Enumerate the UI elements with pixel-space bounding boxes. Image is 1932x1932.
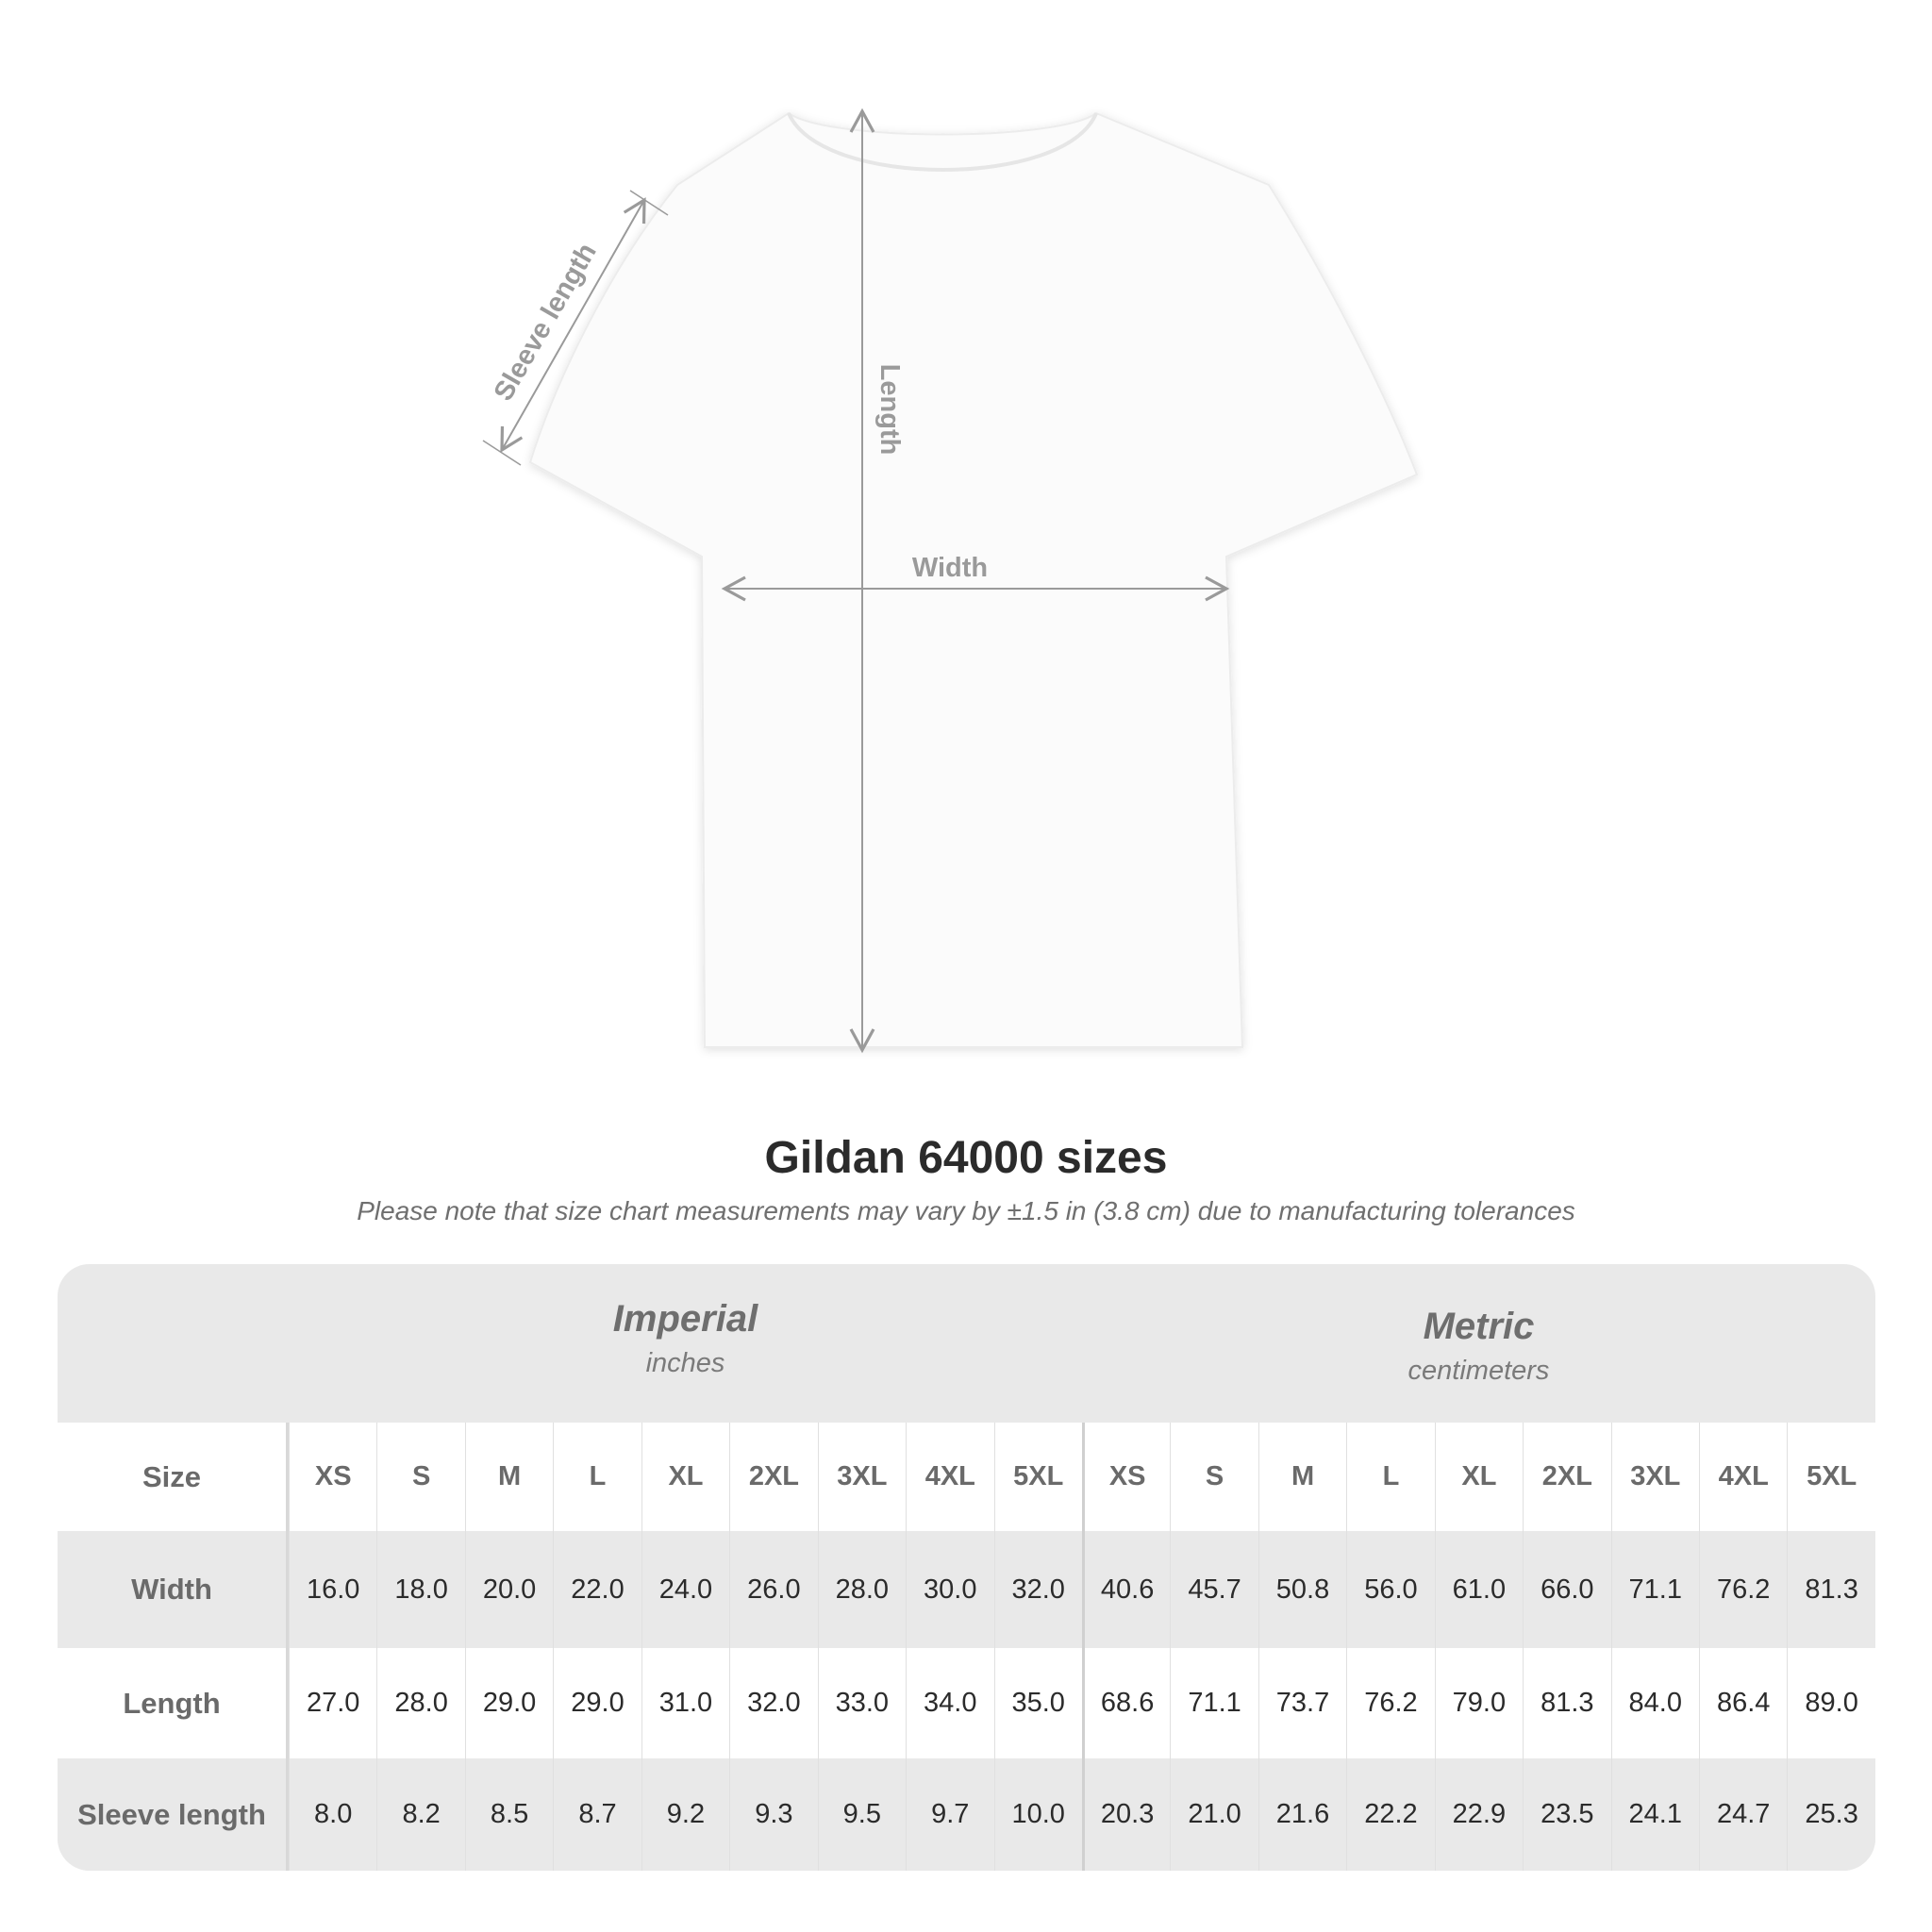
- imperial-value-cell: 10.0: [993, 1758, 1082, 1871]
- imperial-value-cell: 20.0: [464, 1531, 553, 1648]
- metric-value-cell: 71.1: [1610, 1531, 1699, 1648]
- metric-value-cell: 76.2: [1699, 1531, 1787, 1648]
- imperial-value-cell: 8.7: [553, 1758, 641, 1871]
- imperial-size-xs: XS: [289, 1423, 376, 1531]
- imperial-size-xl: XL: [641, 1423, 729, 1531]
- metric-size-m: M: [1257, 1423, 1346, 1531]
- metric-size-4xl: 4XL: [1699, 1423, 1787, 1531]
- row-label: Length: [58, 1648, 289, 1758]
- metric-value-cell: 21.6: [1257, 1758, 1346, 1871]
- imperial-header: Imperial inches: [289, 1264, 1082, 1423]
- imperial-size-s: S: [376, 1423, 464, 1531]
- length-label: Length: [874, 364, 905, 456]
- imperial-value-cell: 26.0: [729, 1531, 817, 1648]
- metric-size-xs: XS: [1081, 1423, 1170, 1531]
- metric-value-cell: 61.0: [1434, 1531, 1523, 1648]
- tolerance-note: Please note that size chart measurements…: [357, 1196, 1575, 1225]
- imperial-size-5xl: 5XL: [993, 1423, 1082, 1531]
- imperial-value-cell: 33.0: [817, 1648, 906, 1758]
- metric-value-cell: 79.0: [1434, 1648, 1523, 1758]
- imperial-value-cell: 9.2: [641, 1758, 729, 1871]
- sleeve-tick-bottom: [482, 440, 522, 466]
- tshirt-diagram: Length Width Sleeve length: [482, 108, 1419, 1054]
- imperial-value-cell: 16.0: [289, 1531, 376, 1648]
- metric-value-cell: 76.2: [1346, 1648, 1434, 1758]
- imperial-value-cell: 28.0: [817, 1531, 906, 1648]
- size-column-label: Size: [58, 1423, 289, 1531]
- metric-value-cell: 81.3: [1787, 1531, 1874, 1648]
- sleeve-tick-top: [629, 190, 669, 216]
- metric-value-cell: 21.0: [1170, 1758, 1257, 1871]
- size-table: Imperial inches Metric centimeters Size X…: [58, 1264, 1875, 1871]
- metric-header: Metric centimeters: [1082, 1272, 1875, 1430]
- imperial-size-3xl: 3XL: [817, 1423, 906, 1531]
- row-label: Width: [58, 1531, 289, 1648]
- imperial-value-cell: 9.7: [906, 1758, 993, 1871]
- imperial-size-l: L: [553, 1423, 641, 1531]
- row-label: Sleeve length: [58, 1758, 289, 1871]
- sleeve-measure-line: [500, 197, 646, 453]
- imperial-value-cell: 8.0: [289, 1758, 376, 1871]
- imperial-value-cell: 8.5: [464, 1758, 553, 1871]
- metric-value-cell: 86.4: [1699, 1648, 1787, 1758]
- metric-unit: centimeters: [1407, 1356, 1550, 1386]
- imperial-value-cell: 22.0: [553, 1531, 641, 1648]
- metric-value-cell: 71.1: [1170, 1648, 1257, 1758]
- imperial-title: Imperial: [612, 1298, 758, 1340]
- chart-title: Gildan 64000 sizes: [764, 1133, 1168, 1183]
- metric-value-cell: 45.7: [1170, 1531, 1257, 1648]
- imperial-value-cell: 27.0: [289, 1648, 376, 1758]
- metric-value-cell: 22.2: [1346, 1758, 1434, 1871]
- metric-value-cell: 25.3: [1787, 1758, 1874, 1871]
- metric-value-cell: 84.0: [1610, 1648, 1699, 1758]
- collar: [787, 112, 1098, 172]
- metric-value-cell: 20.3: [1081, 1758, 1170, 1871]
- imperial-value-cell: 18.0: [376, 1531, 464, 1648]
- imperial-value-cell: 30.0: [906, 1531, 993, 1648]
- metric-value-cell: 24.1: [1610, 1758, 1699, 1871]
- imperial-value-cell: 24.0: [641, 1531, 729, 1648]
- imperial-value-cell: 32.0: [993, 1531, 1082, 1648]
- imperial-value-cell: 9.5: [817, 1758, 906, 1871]
- imperial-value-cell: 32.0: [729, 1648, 817, 1758]
- metric-value-cell: 24.7: [1699, 1758, 1787, 1871]
- imperial-value-cell: 34.0: [906, 1648, 993, 1758]
- metric-value-cell: 50.8: [1257, 1531, 1346, 1648]
- imperial-value-cell: 29.0: [553, 1648, 641, 1758]
- imperial-value-cell: 29.0: [464, 1648, 553, 1758]
- size-header-row: Size XS S M L XL 2XL 3XL 4XL 5XL XS S M L XL 2XL 3XL 4XL 5…: [58, 1423, 1875, 1531]
- imperial-value-cell: 8.2: [376, 1758, 464, 1871]
- metric-size-s: S: [1170, 1423, 1257, 1531]
- imperial-size-m: M: [464, 1423, 553, 1531]
- table-row-width: Width 16.0 18.0 20.0 22.0 24.0 26.0 28.0 30.0 32.…: [58, 1531, 1875, 1648]
- imperial-value-cell: 28.0: [376, 1648, 464, 1758]
- imperial-unit: inches: [645, 1348, 725, 1378]
- metric-size-5xl: 5XL: [1787, 1423, 1874, 1531]
- metric-value-cell: 23.5: [1523, 1758, 1610, 1871]
- width-label: Width: [912, 553, 988, 583]
- metric-value-cell: 89.0: [1787, 1648, 1874, 1758]
- metric-size-3xl: 3XL: [1610, 1423, 1699, 1531]
- imperial-value-cell: 35.0: [993, 1648, 1082, 1758]
- metric-value-cell: 81.3: [1523, 1648, 1610, 1758]
- metric-size-xl: XL: [1434, 1423, 1523, 1531]
- imperial-value-cell: 31.0: [641, 1648, 729, 1758]
- imperial-size-4xl: 4XL: [906, 1423, 993, 1531]
- metric-value-cell: 73.7: [1257, 1648, 1346, 1758]
- table-row-length: Length 27.0 28.0 29.0 29.0 31.0 32.0 33.0 34.0 35…: [58, 1648, 1875, 1758]
- metric-value-cell: 66.0: [1523, 1531, 1610, 1648]
- metric-value-cell: 68.6: [1081, 1648, 1170, 1758]
- metric-value-cell: 40.6: [1081, 1531, 1170, 1648]
- imperial-value-cell: 9.3: [729, 1758, 817, 1871]
- metric-value-cell: 22.9: [1434, 1758, 1523, 1871]
- imperial-size-2xl: 2XL: [729, 1423, 817, 1531]
- metric-size-2xl: 2XL: [1523, 1423, 1610, 1531]
- metric-size-l: L: [1346, 1423, 1434, 1531]
- metric-title: Metric: [1423, 1306, 1535, 1347]
- table-row-sleeve-length: Sleeve length 8.0 8.2 8.5 8.7 9.2 9.3 9.5 9.7 10.…: [58, 1758, 1875, 1871]
- metric-value-cell: 56.0: [1346, 1531, 1434, 1648]
